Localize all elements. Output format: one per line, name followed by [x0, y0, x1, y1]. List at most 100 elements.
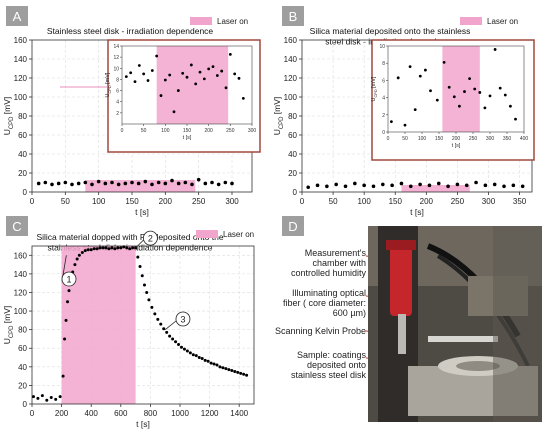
inset-data-point-6: [150, 69, 154, 72]
legend-swatch: [460, 17, 482, 25]
inset-data-point-7: [429, 89, 432, 93]
inset-y-tick-label-4: 10: [113, 66, 119, 72]
data-point-23: [98, 246, 102, 250]
data-point-20: [170, 178, 174, 183]
inset-y-tick-label-1: 2: [382, 113, 385, 119]
legend-swatch: [196, 230, 218, 238]
inset-y-axis-label: UCPD [mV]: [105, 72, 112, 97]
data-point-8: [63, 337, 67, 341]
legend-A: Laser on: [190, 17, 248, 26]
inset-y-tick-label-6: 14: [113, 44, 119, 50]
inset-data-point-16: [194, 82, 198, 86]
x-tick-label-5: 250: [192, 197, 206, 206]
data-point-20: [89, 248, 93, 252]
inset-x-tick-label-6: 300: [486, 136, 495, 142]
x-tick-label-3: 150: [125, 197, 139, 206]
inset-data-point-17: [198, 70, 202, 74]
panel-letter-box: [6, 216, 28, 236]
data-point-25: [203, 181, 208, 186]
y-tick-label-2: 40: [18, 150, 27, 159]
x-axis-label: t [s]: [135, 207, 149, 217]
inset-data-point-16: [478, 91, 482, 94]
data-point-22: [511, 183, 516, 188]
panel-letter-text: D: [288, 219, 297, 234]
data-point-33: [128, 247, 132, 251]
inset-data-point-18: [488, 94, 492, 98]
data-point-10: [66, 300, 70, 304]
inset-x-tick-label-6: 300: [248, 128, 257, 134]
inset-data-point-15: [189, 63, 193, 67]
panel-letter-box: [282, 216, 304, 236]
y-tick-label-6: 120: [284, 74, 298, 83]
y-tick-label-3: 60: [288, 131, 297, 140]
inset-data-point-26: [237, 76, 241, 80]
annotation-circle: [175, 311, 191, 327]
data-point-11: [408, 184, 413, 189]
data-point-38: [140, 274, 144, 278]
photo-label-sample: Sample: coatings deposited onto stainles…: [290, 350, 366, 380]
annotation-1: 1: [61, 255, 77, 287]
inset-y-tick-label-0: 2: [116, 111, 119, 117]
inset-data-point-0: [124, 75, 128, 79]
inset-x-tick-label-4: 200: [452, 136, 461, 142]
data-point-51: [177, 343, 181, 347]
annotation-circle: [61, 271, 77, 287]
data-point-42: [150, 305, 154, 309]
inset-x-tick-label-5: 250: [226, 128, 235, 134]
data-point-21: [176, 181, 181, 186]
data-point-44: [156, 317, 160, 321]
data-point-1: [315, 183, 320, 188]
data-point-0: [306, 185, 311, 190]
inset-x-tick-label-3: 150: [183, 128, 192, 134]
legend-B: Laser on: [460, 17, 518, 26]
inset-data-point-10: [447, 85, 451, 89]
y-tick-label-2: 40: [288, 150, 297, 159]
data-point-0: [31, 395, 35, 399]
data-point-2: [50, 182, 54, 187]
inset-data-point-1: [129, 71, 133, 75]
y-tick-label-5: 100: [14, 93, 28, 102]
inset-y-tick-label-2: 4: [382, 96, 385, 102]
data-point-74: [245, 373, 249, 377]
data-point-7: [83, 180, 88, 185]
y-tick-label-5: 100: [14, 307, 28, 316]
data-point-65: [218, 365, 222, 369]
panel-title-A: Stainless steel disk - irradiation depen…: [47, 26, 214, 36]
data-point-29: [116, 246, 120, 250]
y-tick-label-1: 20: [18, 169, 27, 178]
inset-data-point-1: [396, 76, 400, 80]
photo-label-fiber: Illuminating optical fiber ( core diamet…: [282, 288, 366, 318]
x-tick-label-6: 300: [225, 197, 239, 206]
data-point-31: [122, 245, 126, 249]
inset-y-tick-label-3: 8: [116, 77, 119, 83]
annotation-circle: [142, 230, 158, 246]
inset-data-point-18: [202, 77, 206, 81]
x-tick-label-1: 200: [55, 409, 69, 418]
x-tick-label-0: 0: [300, 197, 305, 206]
data-point-10: [399, 181, 404, 186]
inset-x-tick-label-1: 50: [141, 128, 147, 134]
inset-data-point-27: [241, 96, 245, 100]
photo-label-probe: Scanning Kelvin Probe: [274, 326, 366, 336]
panel-letter-text: C: [12, 219, 21, 234]
data-point-6: [76, 181, 81, 186]
data-point-28: [113, 247, 117, 251]
inset-data-point-11: [172, 110, 176, 114]
data-point-9: [64, 318, 68, 322]
data-point-19: [86, 248, 90, 252]
data-point-57: [194, 354, 198, 358]
data-point-28: [223, 180, 228, 185]
data-point-7: [61, 374, 65, 378]
data-point-15: [75, 257, 79, 261]
panel-letter-text: B: [289, 9, 298, 24]
data-point-56: [191, 353, 195, 357]
data-point-1: [36, 396, 40, 400]
x-tick-label-3: 600: [114, 409, 128, 418]
data-point-17: [80, 251, 84, 255]
data-point-0: [36, 181, 41, 186]
data-point-21: [92, 247, 96, 251]
data-point-12: [418, 182, 422, 187]
data-point-23: [520, 184, 525, 189]
annotation-number: 2: [148, 234, 153, 244]
y-tick-label-6: 120: [14, 74, 28, 83]
